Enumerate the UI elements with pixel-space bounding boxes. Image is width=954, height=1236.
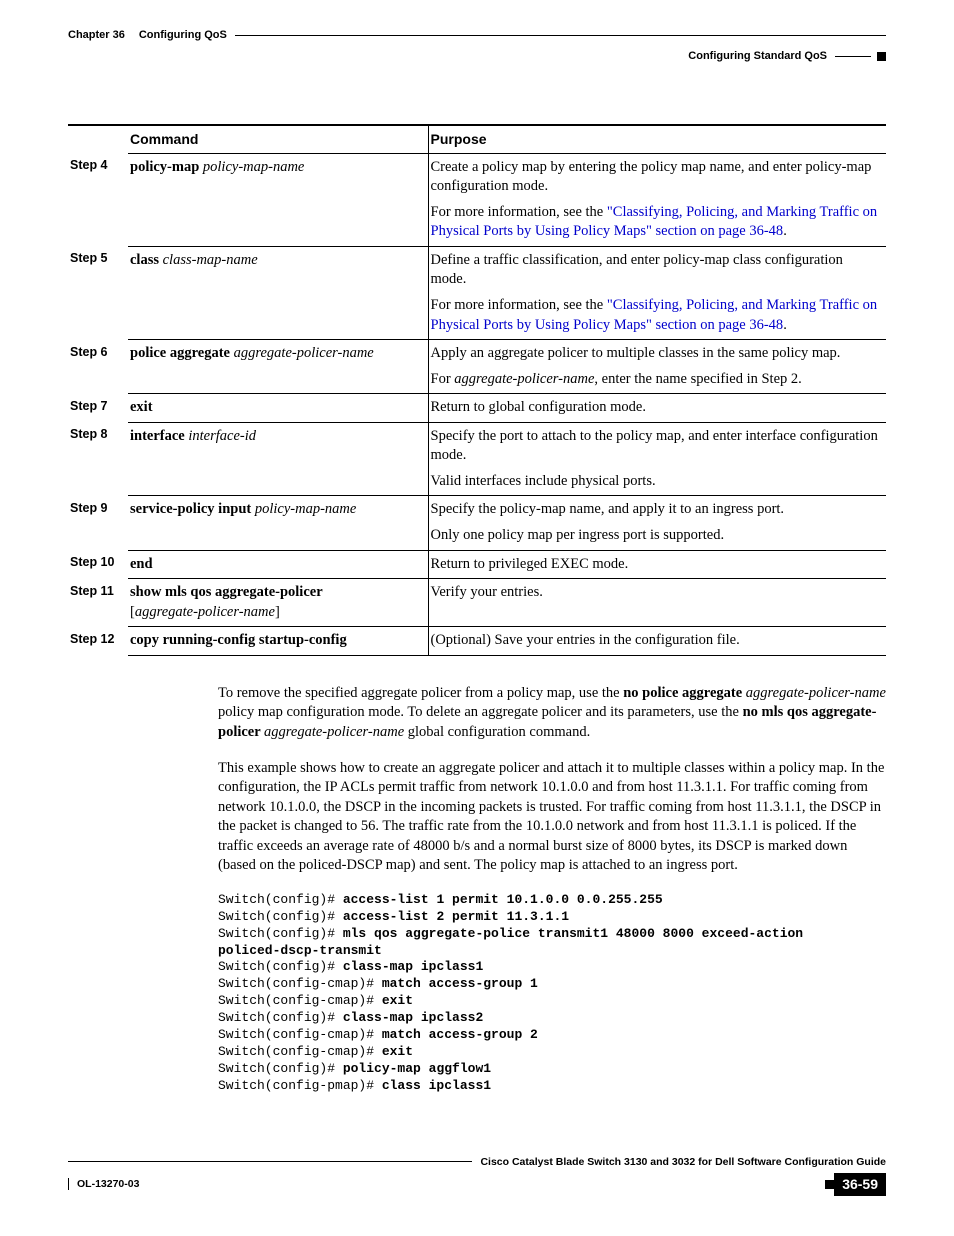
footer-docid-text: OL-13270-03 <box>77 1177 139 1191</box>
para-example-intro: This example shows how to create an aggr… <box>218 759 886 876</box>
page-header-sub: Configuring Standard QoS <box>68 49 886 64</box>
cli-line: Switch(config-cmap)# exit <box>218 1044 886 1061</box>
purpose-paragraph: Create a policy map by entering the poli… <box>431 158 881 197</box>
p1-i2: aggregate-policer-name <box>264 724 404 740</box>
chapter-title: Configuring QoS <box>139 28 227 43</box>
table-row: Step 5class class-map-nameDefine a traff… <box>68 246 886 339</box>
header-sub-rule <box>835 56 871 57</box>
section-title: Configuring Standard QoS <box>688 49 827 64</box>
cli-line: Switch(config)# class-map ipclass2 <box>218 1010 886 1027</box>
step-label: Step 10 <box>68 550 128 579</box>
step-label: Step 12 <box>68 627 128 656</box>
cli-line: Switch(config)# access-list 2 permit 11.… <box>218 909 886 926</box>
table-row: Step 11show mls qos aggregate-policer[ag… <box>68 579 886 627</box>
footer-tick-icon <box>68 1178 69 1190</box>
purpose-paragraph: Return to global configuration mode. <box>431 398 881 418</box>
purpose-cell: Specify the policy-map name, and apply i… <box>428 496 886 550</box>
purpose-cell: Return to global configuration mode. <box>428 394 886 423</box>
purpose-paragraph: Verify your entries. <box>431 583 881 603</box>
command-cell: end <box>128 550 428 579</box>
cli-line: Switch(config)# policy-map aggflow1 <box>218 1061 886 1078</box>
purpose-paragraph: Specify the policy-map name, and apply i… <box>431 500 881 520</box>
footer-guide-title: Cisco Catalyst Blade Switch 3130 and 303… <box>480 1155 886 1169</box>
chapter-label: Chapter 36 <box>68 28 125 43</box>
table-row: Step 6police aggregate aggregate-policer… <box>68 340 886 394</box>
col-header-purpose: Purpose <box>428 125 886 153</box>
purpose-cell: Specify the port to attach to the policy… <box>428 422 886 496</box>
table-row: Step 9service-policy input policy-map-na… <box>68 496 886 550</box>
cli-line: Switch(config)# mls qos aggregate-police… <box>218 926 886 943</box>
command-cell: class class-map-name <box>128 246 428 339</box>
cli-line: Switch(config-cmap)# match access-group … <box>218 976 886 993</box>
cli-block: Switch(config)# access-list 1 permit 10.… <box>218 892 886 1095</box>
table-row: Step 10endReturn to privileged EXEC mode… <box>68 550 886 579</box>
command-cell: show mls qos aggregate-policer[aggregate… <box>128 579 428 627</box>
purpose-paragraph: Valid interfaces include physical ports. <box>431 472 881 492</box>
page-header-top: Chapter 36 Configuring QoS <box>68 28 886 43</box>
purpose-paragraph: Only one policy map per ingress port is … <box>431 526 881 546</box>
steps-table: Command Purpose Step 4policy-map policy-… <box>68 124 886 656</box>
purpose-paragraph: Specify the port to attach to the policy… <box>431 427 881 466</box>
p1-mid: policy map configuration mode. To delete… <box>218 704 743 720</box>
footer-guide-line: Cisco Catalyst Blade Switch 3130 and 303… <box>68 1155 886 1169</box>
body-text: To remove the specified aggregate police… <box>218 684 886 1095</box>
purpose-cell: Return to privileged EXEC mode. <box>428 550 886 579</box>
purpose-paragraph: Define a traffic classification, and ent… <box>431 251 881 290</box>
para-remove-policer: To remove the specified aggregate police… <box>218 684 886 743</box>
purpose-paragraph: Return to privileged EXEC mode. <box>431 555 881 575</box>
step-label: Step 5 <box>68 246 128 339</box>
step-label: Step 8 <box>68 422 128 496</box>
header-rule <box>235 35 886 36</box>
footer-square-icon <box>825 1180 834 1189</box>
header-square-icon <box>877 52 886 61</box>
table-row: Step 4policy-map policy-map-nameCreate a… <box>68 153 886 246</box>
col-header-command: Command <box>128 125 428 153</box>
p1-i1: aggregate-policer-name <box>746 685 886 701</box>
command-cell: interface interface-id <box>128 422 428 496</box>
cli-line: Switch(config)# access-list 1 permit 10.… <box>218 892 886 909</box>
command-cell: policy-map policy-map-name <box>128 153 428 246</box>
footer-page-number: 36-59 <box>834 1173 886 1196</box>
command-cell: exit <box>128 394 428 423</box>
p1-post: global configuration command. <box>404 724 590 740</box>
purpose-paragraph: (Optional) Save your entries in the conf… <box>431 631 881 651</box>
p1-pre: To remove the specified aggregate police… <box>218 685 623 701</box>
cli-line: policed-dscp-transmit <box>218 943 886 960</box>
footer-rule <box>68 1161 472 1162</box>
purpose-cell: Apply an aggregate policer to multiple c… <box>428 340 886 394</box>
purpose-paragraph: For more information, see the "Classifyi… <box>431 203 881 242</box>
step-label: Step 9 <box>68 496 128 550</box>
command-cell: service-policy input policy-map-name <box>128 496 428 550</box>
purpose-paragraph: For more information, see the "Classifyi… <box>431 296 881 335</box>
purpose-cell: Create a policy map by entering the poli… <box>428 153 886 246</box>
p1-b1: no police aggregate <box>623 685 746 701</box>
purpose-cell: Define a traffic classification, and ent… <box>428 246 886 339</box>
cli-line: Switch(config)# class-map ipclass1 <box>218 959 886 976</box>
table-row: Step 12copy running-config startup-confi… <box>68 627 886 656</box>
cli-line: Switch(config-cmap)# exit <box>218 993 886 1010</box>
purpose-paragraph: For aggregate-policer-name, enter the na… <box>431 370 881 390</box>
page-footer: Cisco Catalyst Blade Switch 3130 and 303… <box>68 1155 886 1196</box>
purpose-cell: Verify your entries. <box>428 579 886 627</box>
purpose-cell: (Optional) Save your entries in the conf… <box>428 627 886 656</box>
table-row: Step 7exitReturn to global configuration… <box>68 394 886 423</box>
cli-line: Switch(config-pmap)# class ipclass1 <box>218 1078 886 1095</box>
footer-bottom-row: OL-13270-03 36-59 <box>68 1173 886 1196</box>
step-label: Step 7 <box>68 394 128 423</box>
step-label: Step 6 <box>68 340 128 394</box>
step-label: Step 11 <box>68 579 128 627</box>
step-header-blank <box>68 125 128 153</box>
footer-doc-id: OL-13270-03 <box>68 1177 139 1191</box>
purpose-paragraph: Apply an aggregate policer to multiple c… <box>431 344 881 364</box>
cli-line: Switch(config-cmap)# match access-group … <box>218 1027 886 1044</box>
table-row: Step 8interface interface-idSpecify the … <box>68 422 886 496</box>
step-label: Step 4 <box>68 153 128 246</box>
command-cell: copy running-config startup-config <box>128 627 428 656</box>
command-cell: police aggregate aggregate-policer-name <box>128 340 428 394</box>
